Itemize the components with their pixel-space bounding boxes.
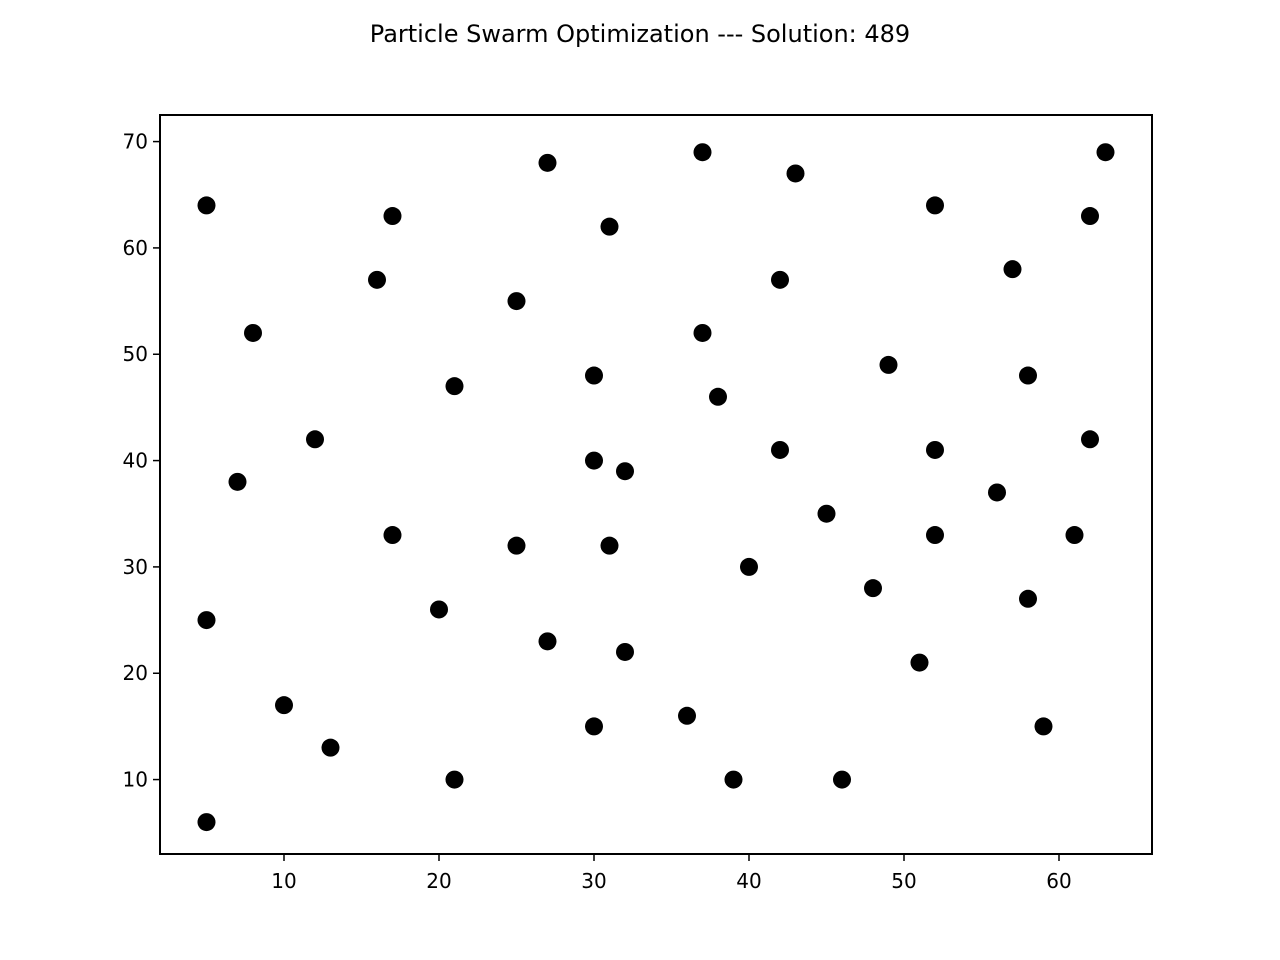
data-point <box>926 440 944 459</box>
data-point <box>693 143 712 162</box>
data-point <box>600 217 619 236</box>
data-point <box>709 387 727 406</box>
data-point <box>585 366 603 385</box>
x-tick-label: 10 <box>271 869 296 893</box>
data-point <box>771 270 789 289</box>
data-point <box>197 611 216 630</box>
data-point <box>1096 143 1115 162</box>
y-tick-label: 70 <box>123 130 148 154</box>
data-point <box>197 813 216 832</box>
data-point <box>1081 430 1099 449</box>
data-point <box>817 504 836 523</box>
data-point <box>585 717 603 736</box>
data-point <box>926 526 944 545</box>
chart-title: Particle Swarm Optimization --- Solution… <box>369 20 911 48</box>
data-point <box>585 451 603 470</box>
data-point <box>445 770 464 789</box>
x-tick-label: 20 <box>426 869 451 893</box>
data-point <box>383 207 402 226</box>
data-point <box>321 738 340 757</box>
x-tick-label: 60 <box>1046 869 1071 893</box>
data-point <box>600 536 619 555</box>
y-tick-label: 20 <box>123 661 148 685</box>
data-point <box>383 526 402 545</box>
data-point <box>228 472 247 491</box>
y-tick-label: 40 <box>123 449 148 473</box>
data-point <box>445 377 464 396</box>
data-point <box>1081 207 1099 226</box>
data-point <box>616 642 634 661</box>
data-point <box>724 770 743 789</box>
data-point <box>507 536 526 555</box>
data-point <box>693 323 712 342</box>
data-point <box>988 483 1006 502</box>
plot-frame <box>159 114 1153 855</box>
data-point <box>833 770 851 789</box>
data-point <box>771 440 789 459</box>
data-point <box>616 462 634 481</box>
data-point <box>538 632 557 651</box>
data-point <box>910 653 929 672</box>
data-point <box>678 706 696 725</box>
data-point <box>197 196 216 215</box>
data-point <box>1019 589 1037 608</box>
data-point <box>368 270 386 289</box>
data-point <box>430 600 448 619</box>
data-point <box>507 292 526 311</box>
data-point <box>306 430 324 449</box>
y-tick-label: 50 <box>123 342 148 366</box>
data-point <box>244 323 262 342</box>
data-point <box>786 164 805 183</box>
y-tick-label: 30 <box>123 555 148 579</box>
data-point <box>538 153 557 172</box>
y-tick-label: 10 <box>123 768 148 792</box>
y-tick-label: 60 <box>123 236 148 260</box>
x-tick-label: 40 <box>736 869 761 893</box>
ticks-layer: 10 20 30 40 50 60 10 20 30 40 50 60 70 <box>123 130 1072 893</box>
data-point <box>1003 260 1022 279</box>
data-point <box>864 579 882 598</box>
points-layer <box>197 143 1115 832</box>
data-point <box>1034 717 1053 736</box>
x-tick-label: 30 <box>581 869 606 893</box>
data-point <box>1019 366 1037 385</box>
data-point <box>1065 526 1084 545</box>
data-point <box>275 696 293 715</box>
data-point <box>926 196 944 215</box>
data-point <box>879 355 898 374</box>
x-tick-label: 50 <box>891 869 916 893</box>
data-point <box>740 557 758 576</box>
